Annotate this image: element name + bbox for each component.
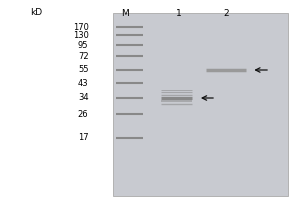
Text: 95: 95 [78,40,88,49]
Text: kD: kD [30,8,42,17]
Text: 55: 55 [78,66,88,74]
Text: 17: 17 [78,134,88,142]
Text: 72: 72 [78,52,88,61]
FancyBboxPatch shape [112,13,288,196]
Text: 1: 1 [176,9,182,18]
Text: 170: 170 [73,22,88,31]
Text: 26: 26 [78,110,88,119]
Text: 34: 34 [78,94,88,102]
Text: 130: 130 [73,30,88,40]
Text: M: M [121,9,128,18]
Text: 43: 43 [78,78,88,88]
Text: 2: 2 [224,9,229,18]
